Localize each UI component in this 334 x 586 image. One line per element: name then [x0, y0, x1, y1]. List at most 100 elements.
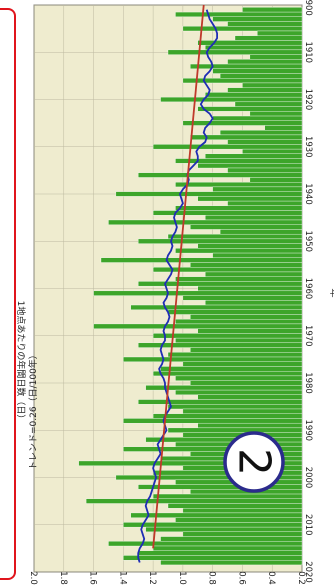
bar-1948 [219, 229, 303, 235]
bar-1912 [227, 59, 303, 65]
bar-1973 [190, 347, 303, 353]
marker-number: 2 [229, 448, 280, 476]
bar-1947 [190, 224, 303, 230]
bar-1970 [152, 333, 303, 339]
y-tick-1.8: 1.8 [58, 571, 68, 585]
bar-1945 [205, 215, 303, 221]
x-tick-1960: 1960 [303, 278, 313, 300]
x-axis-label: 年 [328, 288, 334, 297]
bar-1907 [234, 35, 303, 41]
bar-1986 [182, 408, 303, 414]
bar-1956 [152, 267, 303, 273]
bar-1962 [182, 295, 303, 301]
x-tick-1930: 1930 [303, 136, 313, 158]
y-tick-0.8: 0.8 [207, 571, 217, 585]
bar-1960 [197, 285, 303, 292]
x-tick-1980: 1980 [303, 372, 313, 394]
bar-1926 [264, 125, 303, 131]
bar-2010 [123, 522, 303, 528]
bar-1914 [212, 68, 303, 74]
bar-2002 [138, 484, 303, 490]
x-tick-2010: 2010 [303, 514, 313, 536]
number-marker: 2 [223, 431, 285, 493]
bar-1913 [190, 63, 303, 69]
trend-line [152, 4, 205, 549]
bar-1931 [242, 148, 303, 155]
bar-1939 [212, 186, 303, 192]
y-tick-1.4: 1.4 [117, 571, 127, 585]
trend-annotation: トレンド=0.26（日/100年） [27, 350, 39, 470]
bar-1946 [108, 219, 303, 225]
bar-1937 [249, 177, 303, 183]
y-tick-labels: 0.2 0.4 0.6 0.8 1.0 1.2 1.4 1.6 1.8 2.0 [28, 571, 306, 585]
bar-1971 [175, 337, 303, 344]
bar-1959 [138, 281, 303, 287]
bar-2018 [160, 560, 303, 566]
bar-1978 [152, 371, 303, 377]
bar-1904 [227, 21, 303, 27]
bar-2012 [182, 531, 303, 537]
bar-1943 [175, 205, 303, 211]
bar-1901 [242, 7, 303, 13]
x-tick-1910: 1910 [303, 41, 313, 63]
bar-1979 [175, 375, 303, 381]
x-tick-1950: 1950 [303, 230, 313, 252]
bar-1935 [227, 167, 303, 173]
bar-1964 [130, 304, 303, 310]
marker-circle [223, 431, 285, 493]
bar-1921 [234, 101, 303, 107]
bar-1936 [138, 172, 303, 178]
bar-1905 [182, 26, 303, 32]
bar-1916 [182, 78, 303, 84]
bar-1915 [219, 73, 303, 79]
bar-1920 [160, 96, 303, 103]
x-tick-1900: 1900 [303, 0, 313, 16]
bar-2009 [175, 517, 303, 523]
bar-2016 [138, 550, 303, 556]
y-tick-0.2: 0.2 [296, 571, 306, 585]
y-tick-0.6: 0.6 [236, 571, 246, 585]
bar-1967 [175, 319, 303, 325]
bar-1965 [167, 309, 303, 315]
x-tick-1920: 1920 [303, 89, 313, 111]
bar-1930 [152, 144, 303, 150]
bar-2007 [182, 508, 303, 514]
bar-2017 [123, 555, 303, 561]
y-tick-0.4: 0.4 [266, 571, 276, 585]
bar-1958 [175, 276, 303, 282]
y-tick-1.0: 1.0 [177, 571, 187, 585]
bar-2011 [145, 526, 303, 533]
bar-2006 [167, 503, 303, 509]
bar-2014 [108, 541, 303, 547]
bar-1966 [190, 314, 303, 320]
chart-labels: 0.20.40.60.81.01.21.41.61.82.0 190019101… [15, 0, 334, 585]
bar-1923 [249, 111, 303, 117]
x-tick-1940: 1940 [303, 183, 313, 205]
bar-1961 [93, 290, 303, 296]
x-tick-1990: 1990 [303, 419, 313, 441]
bar-1984 [138, 399, 303, 405]
x-tick-2000: 2000 [303, 467, 313, 489]
bar-1919 [205, 92, 303, 98]
bar-1980 [190, 380, 303, 386]
bar-1918 [227, 87, 303, 93]
bar-1922 [197, 106, 303, 112]
y-axis-label: 1地点あたりの年間日数（日） [15, 301, 27, 424]
bar-1989 [197, 422, 303, 429]
bar-1911 [249, 54, 303, 60]
bar-1950 [138, 238, 303, 244]
bar-1933 [175, 158, 303, 164]
bars [78, 7, 303, 566]
bar-1975 [123, 356, 303, 362]
bar-1955 [190, 262, 303, 268]
bar-1992 [145, 437, 303, 443]
bar-1902 [175, 11, 303, 17]
bar-2015 [152, 545, 303, 551]
bar-2005 [85, 498, 303, 504]
bar-1990 [167, 427, 303, 433]
bar-1951 [197, 243, 303, 249]
bar-2004 [152, 493, 303, 499]
bar-1982 [175, 389, 303, 395]
bar-1949 [167, 233, 303, 240]
bar-1954 [100, 257, 303, 263]
